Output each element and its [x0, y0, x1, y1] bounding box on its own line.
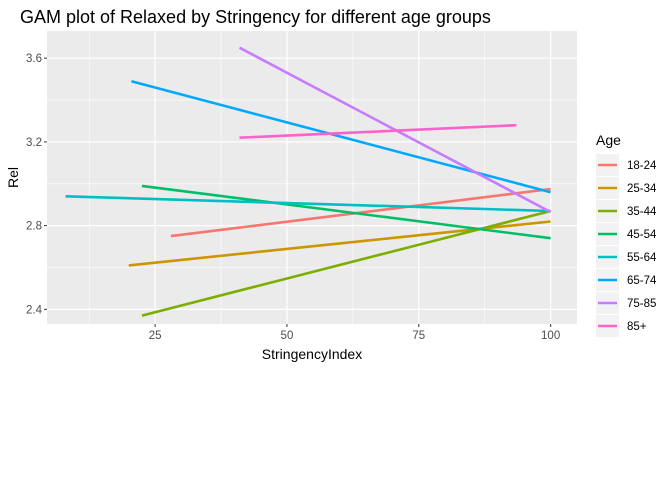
legend-item: 35-44	[596, 200, 657, 222]
legend-item: 65-74	[596, 269, 657, 291]
series-line-45-54	[141, 184, 551, 240]
axis-ticks: 25 50 75 100 2.4 2.8 3.2 3.6	[26, 53, 560, 342]
legend-label: 35-44	[627, 206, 657, 218]
x-tick-label: 100	[541, 330, 560, 342]
legend-label: 25-34	[627, 183, 657, 195]
series-line-85plus	[239, 123, 517, 139]
legend-item: 85+	[596, 315, 647, 337]
legend: 18-24 25-34 35-44 45-54 55-64 65-74 75-85 85+	[596, 154, 657, 337]
plot-panel	[47, 31, 577, 324]
x-tick-label: 25	[149, 330, 162, 342]
legend-item: 55-64	[596, 246, 657, 268]
y-tick-label: 3.2	[26, 137, 42, 149]
x-tick-label: 75	[412, 330, 425, 342]
y-axis-title: Rel	[5, 167, 21, 188]
legend-item: 18-24	[596, 154, 657, 176]
y-tick-label: 2.4	[26, 304, 43, 316]
legend-label: 75-85	[627, 298, 656, 310]
legend-title: Age	[596, 132, 621, 148]
grid-lines	[47, 31, 577, 324]
x-tick-label: 50	[281, 330, 294, 342]
chart-title: GAM plot of Relaxed by Stringency for di…	[20, 7, 491, 27]
series-line-18-24	[170, 187, 551, 238]
series-line-55-64	[65, 195, 551, 213]
legend-label: 55-64	[627, 252, 657, 264]
series-lines	[65, 46, 552, 317]
legend-label: 65-74	[627, 275, 657, 287]
legend-item: 75-85	[596, 292, 656, 314]
legend-label: 45-54	[627, 229, 657, 241]
legend-label: 85+	[627, 321, 647, 333]
y-tick-label: 3.6	[26, 53, 42, 65]
legend-label: 18-24	[627, 160, 657, 172]
legend-item: 25-34	[596, 177, 657, 199]
y-tick-label: 2.8	[26, 221, 42, 233]
legend-item: 45-54	[596, 223, 657, 245]
x-axis-title: StringencyIndex	[262, 346, 362, 362]
